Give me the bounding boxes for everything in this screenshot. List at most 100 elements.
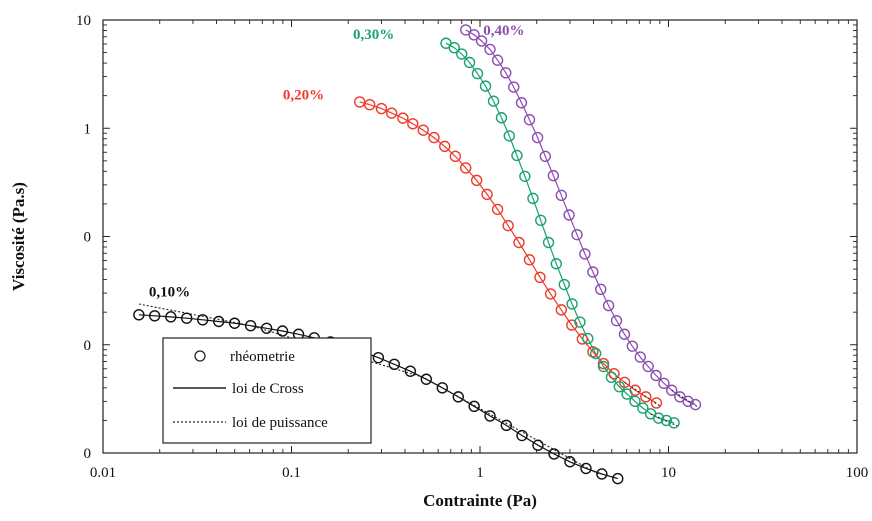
data-point bbox=[353, 96, 366, 108]
data-point bbox=[642, 360, 654, 373]
data-point bbox=[590, 347, 602, 360]
x-axis-title: Contrainte (Pa) bbox=[423, 491, 537, 510]
data-point bbox=[597, 357, 610, 370]
series-labels-layer: 0,10% 0,20% 0,30% 0,40% bbox=[149, 23, 525, 301]
data-point bbox=[595, 283, 607, 296]
data-point bbox=[689, 398, 702, 411]
data-point bbox=[580, 462, 592, 475]
power-law-line bbox=[138, 303, 600, 476]
x-tick-label: 100 bbox=[846, 465, 869, 481]
y-axis-title: Viscosité (Pa.s) bbox=[9, 182, 28, 291]
data-point bbox=[527, 192, 539, 205]
data-point bbox=[650, 369, 662, 382]
data-point bbox=[566, 298, 578, 310]
data-point bbox=[658, 377, 670, 390]
data-point bbox=[491, 54, 504, 66]
data-point bbox=[508, 81, 520, 93]
data-point bbox=[531, 131, 544, 144]
legend-label-loi-de-cross: loi de Cross bbox=[232, 381, 304, 397]
data-point bbox=[417, 124, 429, 136]
data-point bbox=[548, 448, 560, 460]
data-point bbox=[468, 29, 480, 41]
data-point bbox=[181, 312, 193, 324]
data-point bbox=[668, 417, 680, 429]
data-point bbox=[637, 402, 649, 414]
data-point bbox=[388, 358, 400, 370]
data-point bbox=[612, 472, 624, 485]
x-tick-label: 0.1 bbox=[282, 465, 301, 481]
data-point bbox=[484, 43, 496, 56]
data-point bbox=[503, 130, 515, 142]
data-point bbox=[563, 209, 575, 221]
data-point bbox=[439, 140, 451, 153]
series-label: 0,10% bbox=[149, 284, 190, 300]
data-point bbox=[364, 99, 376, 111]
data-point bbox=[448, 41, 460, 54]
data-point bbox=[460, 162, 472, 174]
y-tick-label: 10 bbox=[76, 13, 91, 29]
data-point bbox=[621, 388, 633, 400]
data-point bbox=[428, 131, 440, 144]
data-point bbox=[404, 365, 417, 377]
cross-fit-line bbox=[445, 42, 675, 424]
data-point bbox=[470, 174, 483, 187]
data-point bbox=[133, 309, 145, 321]
legend: rhéometrie loi de Cross loi de puissance bbox=[162, 337, 372, 444]
data-point bbox=[460, 24, 472, 36]
data-point bbox=[652, 412, 665, 424]
x-tick-label: 10 bbox=[661, 465, 676, 481]
data-point bbox=[420, 373, 433, 385]
data-point bbox=[571, 228, 583, 241]
legend-marker-circle bbox=[194, 350, 206, 362]
data-point bbox=[165, 311, 177, 323]
data-point bbox=[539, 150, 551, 163]
data-point bbox=[629, 395, 641, 408]
x-tick-label: 0.01 bbox=[90, 465, 116, 481]
data-point bbox=[576, 333, 589, 345]
data-point bbox=[555, 189, 568, 202]
power-law-line bbox=[624, 381, 661, 407]
data-point bbox=[550, 258, 563, 270]
data-point bbox=[555, 304, 568, 316]
data-point bbox=[564, 456, 576, 468]
data-point bbox=[471, 67, 484, 80]
data-point bbox=[407, 118, 419, 130]
data-point bbox=[436, 382, 449, 394]
data-point bbox=[260, 322, 273, 334]
data-point bbox=[535, 214, 547, 227]
data-point bbox=[596, 468, 608, 480]
data-point bbox=[511, 149, 523, 162]
data-point bbox=[634, 351, 646, 363]
data-point bbox=[582, 332, 594, 345]
data-point bbox=[228, 317, 241, 329]
data-point bbox=[449, 150, 462, 163]
data-point bbox=[547, 169, 560, 182]
ticks-layer: 0.01 0.1 1 10 100 0 0 0 1 10 bbox=[76, 13, 868, 481]
data-point bbox=[475, 35, 488, 47]
data-point bbox=[495, 112, 508, 124]
legend-label-rheometrie: rhéometrie bbox=[230, 349, 295, 365]
data-point bbox=[626, 340, 639, 352]
y-tick-label: 0 bbox=[84, 446, 92, 462]
data-point bbox=[372, 351, 385, 364]
data-point bbox=[375, 102, 388, 115]
data-point bbox=[523, 113, 536, 126]
data-point bbox=[500, 67, 512, 79]
data-point bbox=[479, 80, 492, 92]
data-point bbox=[385, 107, 398, 119]
x-tick-label: 1 bbox=[476, 465, 484, 481]
data-point bbox=[587, 266, 599, 278]
data-point bbox=[519, 170, 531, 182]
series-label: 0,20% bbox=[283, 87, 324, 103]
points-layer bbox=[133, 24, 702, 485]
data-point bbox=[244, 319, 257, 332]
data-point bbox=[602, 299, 615, 312]
data-point bbox=[500, 419, 513, 432]
y-tick-label: 0 bbox=[84, 230, 92, 246]
cross-fit-line bbox=[465, 29, 696, 406]
data-point bbox=[532, 439, 544, 451]
data-point bbox=[197, 314, 209, 326]
data-point bbox=[456, 48, 468, 60]
y-tick-label: 0 bbox=[84, 338, 92, 354]
